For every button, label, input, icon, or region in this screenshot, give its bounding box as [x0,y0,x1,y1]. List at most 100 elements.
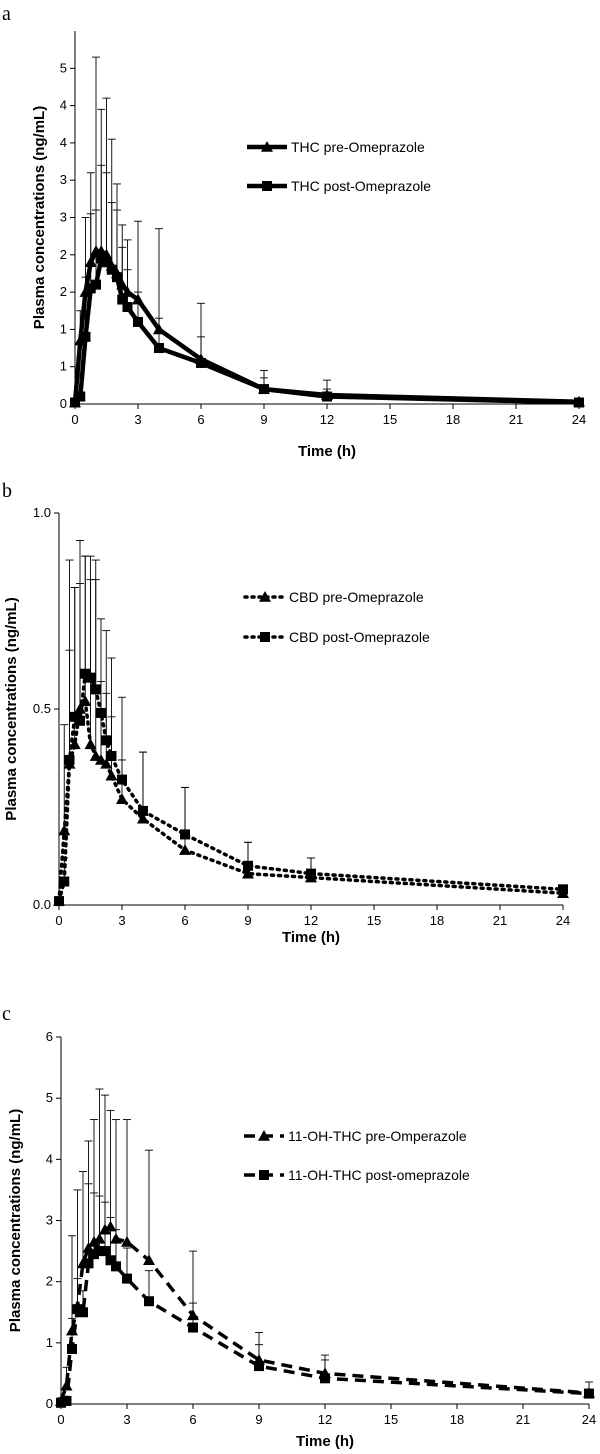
data-point [143,1254,155,1266]
x-tick-label: 21 [516,1412,530,1427]
data-point [154,343,164,354]
data-point [80,331,91,342]
legend-entry: CBD post-Omeprazole [243,629,430,645]
data-point [83,1258,94,1269]
data-point [306,868,316,879]
data-point [133,316,143,327]
chart-panel-b: b 0.0 0.5 1.0 0 3 6 9 12 15 18 21 24 Time (h) Plasma c… [2,480,570,946]
data-point [70,397,80,408]
panel-letter: a [2,3,11,25]
series-post [70,164,584,408]
data-point [322,391,332,402]
data-point [122,1273,132,1284]
data-point [80,668,91,679]
y-axis-label: Plasma concentrations (ng/mL) [7,1109,24,1332]
x-tick-label: 12 [320,412,334,427]
x-tick-label: 6 [197,412,204,427]
data-point [101,735,112,746]
data-point [100,1246,110,1257]
data-point [84,738,97,750]
x-tick-label: 9 [255,1412,262,1427]
y-tick-label: 4 [60,135,67,150]
data-point [122,302,133,313]
legend-label: CBD post-Omeprazole [289,629,430,645]
data-point [75,391,86,402]
y-tick-label: 2 [60,247,67,262]
x-tick-label: 18 [430,913,444,928]
legend-marker [262,181,272,191]
x-tick-label: 24 [572,412,586,427]
data-point [59,876,70,887]
data-point [117,774,127,785]
x-tick-label: 6 [189,1412,196,1427]
data-point [96,253,107,264]
data-point [112,272,122,283]
data-point [111,1261,121,1272]
series-post [56,1183,594,1408]
data-point [117,294,128,305]
x-tick-label: 0 [57,1412,64,1427]
x-tick-label: 3 [123,1412,130,1427]
data-point [144,1296,154,1307]
data-point [64,754,75,765]
legend-marker [259,591,271,602]
x-tick-label: 24 [556,913,570,928]
legend-entry: THC pre-Omeprazole [247,139,425,155]
legend-marker [259,1170,269,1180]
data-point [574,397,584,408]
x-tick-label: 18 [446,412,460,427]
x-tick-label: 3 [118,913,125,928]
data-point [101,257,112,268]
legend-marker [258,1130,270,1141]
legend-entry: CBD pre-Omeprazole [243,589,424,605]
legend-marker [261,141,273,152]
legend-label: THC post-Omeprazole [291,178,431,194]
x-tick-label: 0 [71,412,78,427]
data-point [254,1361,264,1372]
data-point [54,896,64,907]
data-point [180,829,190,840]
y-tick-label: 0.0 [33,897,51,912]
data-point [61,1395,72,1406]
y-axis-label: Plasma concentrations (ng/mL) [3,597,20,820]
data-point [100,757,113,769]
data-point [58,824,71,836]
data-point [242,867,254,879]
x-tick-label: 6 [181,913,188,928]
x-tick-label: 3 [134,412,141,427]
data-point [96,707,106,718]
data-point [137,812,149,824]
x-tick-label: 24 [582,1412,596,1427]
data-point [116,793,128,804]
data-point [121,1235,133,1247]
data-point [105,1255,116,1266]
y-tick-label: 0 [46,1396,53,1411]
data-point [558,884,568,895]
y-tick-label: 5 [60,60,67,75]
data-point [106,751,117,762]
panel-letter: b [2,480,12,502]
x-tick-label: 0 [55,913,62,928]
y-tick-label: 3 [46,1213,53,1228]
x-axis-label: Time (h) [296,1433,354,1450]
legend-label: CBD pre-Omeprazole [289,589,424,605]
x-tick-label: 21 [509,412,523,427]
data-point [94,1246,105,1257]
data-point [259,384,269,395]
y-tick-label: 3 [60,172,67,187]
legend-entry: 11-OH-THC post-omeprazole [244,1167,470,1183]
y-tick-label: 1 [46,1335,53,1350]
data-point [90,684,101,695]
x-tick-label: 15 [384,1412,398,1427]
x-tick-label: 15 [383,412,397,427]
data-point [89,1249,99,1260]
x-tick-label: 9 [260,412,267,427]
x-tick-label: 9 [244,913,251,928]
y-tick-label: 0 [60,396,67,411]
x-tick-label: 12 [318,1412,332,1427]
legend-entry: THC post-Omeprazole [247,178,431,194]
data-point [91,279,101,290]
data-point [85,283,96,294]
